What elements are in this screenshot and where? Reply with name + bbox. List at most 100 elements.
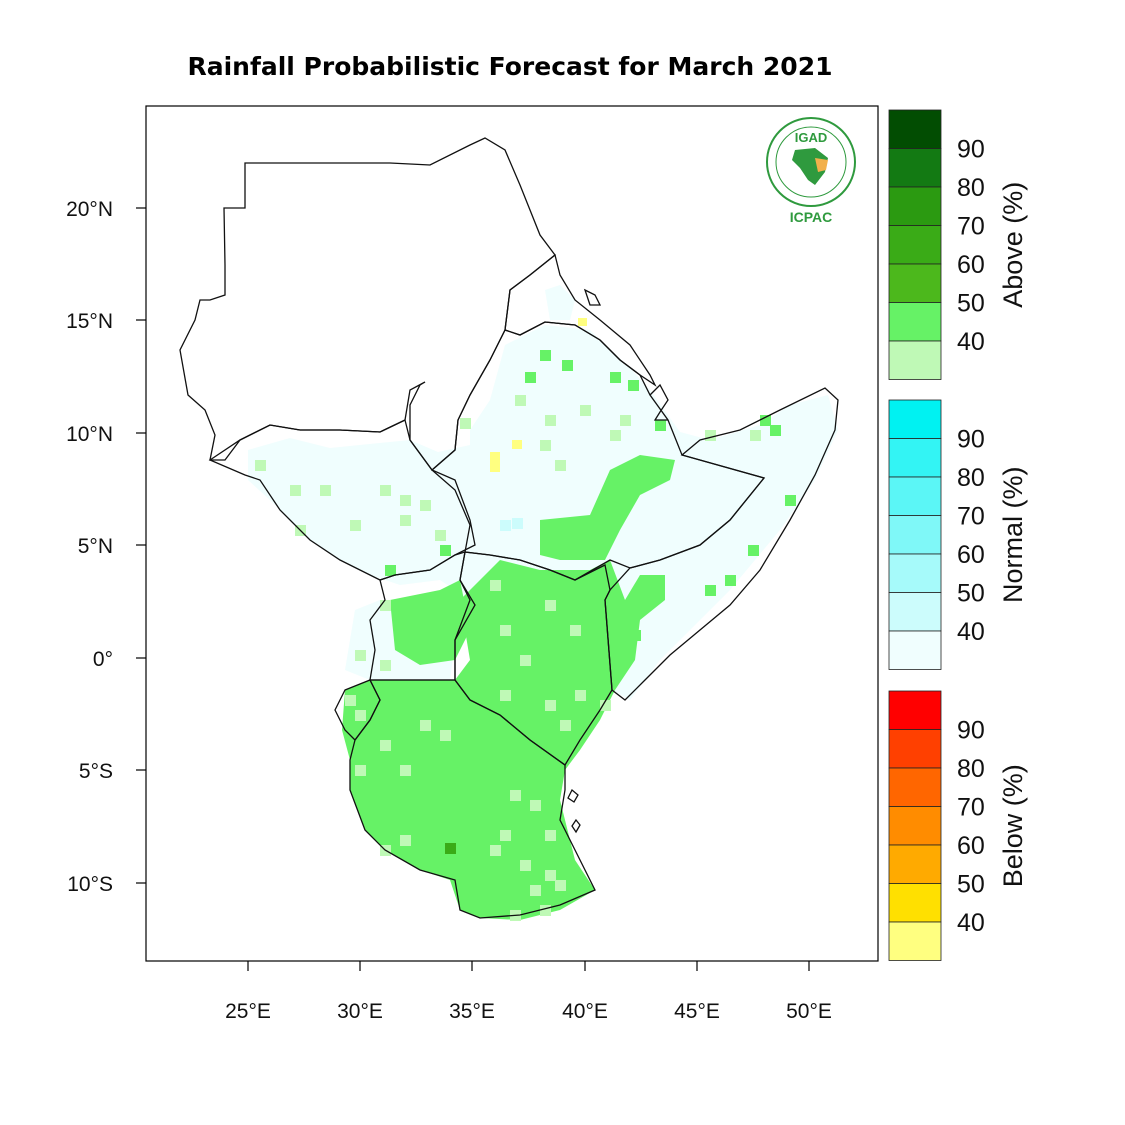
- somalia-boundary: [604, 387, 839, 701]
- igad-region-icon: [815, 158, 828, 172]
- forecast-cell: [355, 650, 366, 661]
- forecast-cell: [255, 460, 266, 471]
- legend-normal: 90 80 70 60 50 40 Normal (%): [888, 399, 1028, 670]
- forecast-cell: [545, 870, 556, 881]
- forecast-cell: [500, 625, 511, 636]
- pemba-island: [571, 818, 581, 834]
- lon-tick-label: 25°E: [225, 1000, 271, 1023]
- uganda-boundary: [369, 551, 476, 681]
- legend-level-label: 90: [957, 426, 985, 454]
- legend-swatch: [888, 767, 942, 807]
- forecast-cell: [420, 720, 431, 731]
- legend-swatch: [888, 592, 942, 632]
- legend-level-label: 90: [957, 717, 985, 745]
- forecast-cell: [610, 625, 621, 636]
- forecast-cell: [580, 405, 591, 416]
- forecast-cell: [725, 575, 736, 586]
- legend-swatch: [888, 630, 942, 670]
- forecast-cell: [380, 660, 391, 671]
- legend-level-label: 70: [957, 503, 985, 531]
- forecast-cells: [255, 350, 796, 921]
- legend-swatch: [888, 302, 942, 342]
- forecast-cell: [350, 520, 361, 531]
- forecast-cell: [760, 415, 771, 426]
- forecast-cell: [345, 695, 356, 706]
- forecast-cell: [290, 485, 301, 496]
- forecast-cell: [380, 600, 391, 611]
- legend-level-label: 80: [957, 464, 985, 492]
- legend-swatch: [888, 844, 942, 884]
- forecast-cell: [575, 690, 586, 701]
- country-boundaries: [179, 137, 839, 919]
- forecast-cell: [562, 360, 573, 371]
- legend-level-label: 90: [957, 136, 985, 164]
- forecast-cell: [530, 885, 541, 896]
- lon-tick-label: 50°E: [786, 1000, 832, 1023]
- forecast-cell: [500, 520, 511, 531]
- below-forecast-cell: [512, 440, 522, 449]
- legend-swatch: [888, 476, 942, 516]
- forecast-cell: [490, 845, 501, 856]
- legend-swatch: [888, 186, 942, 226]
- legend-swatch: [888, 438, 942, 478]
- legend-level-label: 50: [957, 580, 985, 608]
- forecast-cell: [510, 790, 521, 801]
- lat-tick-label: 0°: [93, 648, 113, 671]
- africa-map-icon: [792, 148, 828, 185]
- forecast-cell: [460, 418, 471, 429]
- legend-swatch: [888, 340, 942, 380]
- forecast-cell: [600, 700, 611, 711]
- forecast-cell: [395, 625, 406, 636]
- legend-title: Above (%): [998, 182, 1028, 308]
- forecast-cell: [560, 720, 571, 731]
- forecast-cell: [420, 640, 431, 651]
- forecast-cell: [555, 880, 566, 891]
- legend-swatch: [888, 515, 942, 555]
- south-sudan-boundary: [208, 419, 476, 581]
- sudan-boundary: [179, 137, 556, 471]
- lon-tick-label: 35°E: [449, 1000, 495, 1023]
- legend-level-label: 40: [957, 328, 985, 356]
- forecast-cell: [420, 500, 431, 511]
- forecast-cell: [748, 545, 759, 556]
- forecast-cell: [540, 905, 551, 916]
- lat-tick-label: 5°S: [79, 760, 113, 783]
- zanzibar-island: [567, 788, 579, 803]
- forecast-cell: [705, 430, 716, 441]
- legend-swatch: [888, 806, 942, 846]
- lon-tick-label: 45°E: [674, 1000, 720, 1023]
- legend-level-label: 40: [957, 618, 985, 646]
- forecast-cell: [355, 765, 366, 776]
- forecast-cell: [400, 495, 411, 506]
- lat-tick-label: 15°N: [66, 310, 113, 333]
- forecast-cell: [555, 460, 566, 471]
- forecast-cell: [540, 440, 551, 451]
- tanzania-boundary: [349, 679, 596, 919]
- lat-tick-label: 10°N: [66, 423, 113, 446]
- above-forecast-region: [342, 560, 665, 920]
- forecast-cell: [520, 860, 531, 871]
- normal-forecast-region-eritrea: [545, 285, 575, 320]
- logo-top-text: IGAD: [795, 130, 828, 145]
- forecast-cell: [435, 530, 446, 541]
- legend-level-label: 80: [957, 755, 985, 783]
- forecast-cell: [440, 545, 451, 556]
- forecast-cell: [705, 585, 716, 596]
- forecast-cell: [630, 630, 641, 641]
- legend-level-label: 80: [957, 174, 985, 202]
- forecast-cell: [540, 350, 551, 361]
- below-forecast-cell: [490, 452, 500, 472]
- lat-tick-label: 20°N: [66, 198, 113, 221]
- axis-ticks: [136, 207, 810, 971]
- legend-swatch: [888, 109, 942, 149]
- forecast-cell: [570, 625, 581, 636]
- legend-level-label: 60: [957, 832, 985, 860]
- forecast-cell: [320, 485, 331, 496]
- forecast-cell: [628, 380, 639, 391]
- forecast-cell: [500, 830, 511, 841]
- lon-tick-label: 40°E: [562, 1000, 608, 1023]
- above-high-forecast-cell: [445, 843, 456, 854]
- forecast-cell: [500, 690, 511, 701]
- forecast-cell: [770, 425, 781, 436]
- forecast-cell: [545, 830, 556, 841]
